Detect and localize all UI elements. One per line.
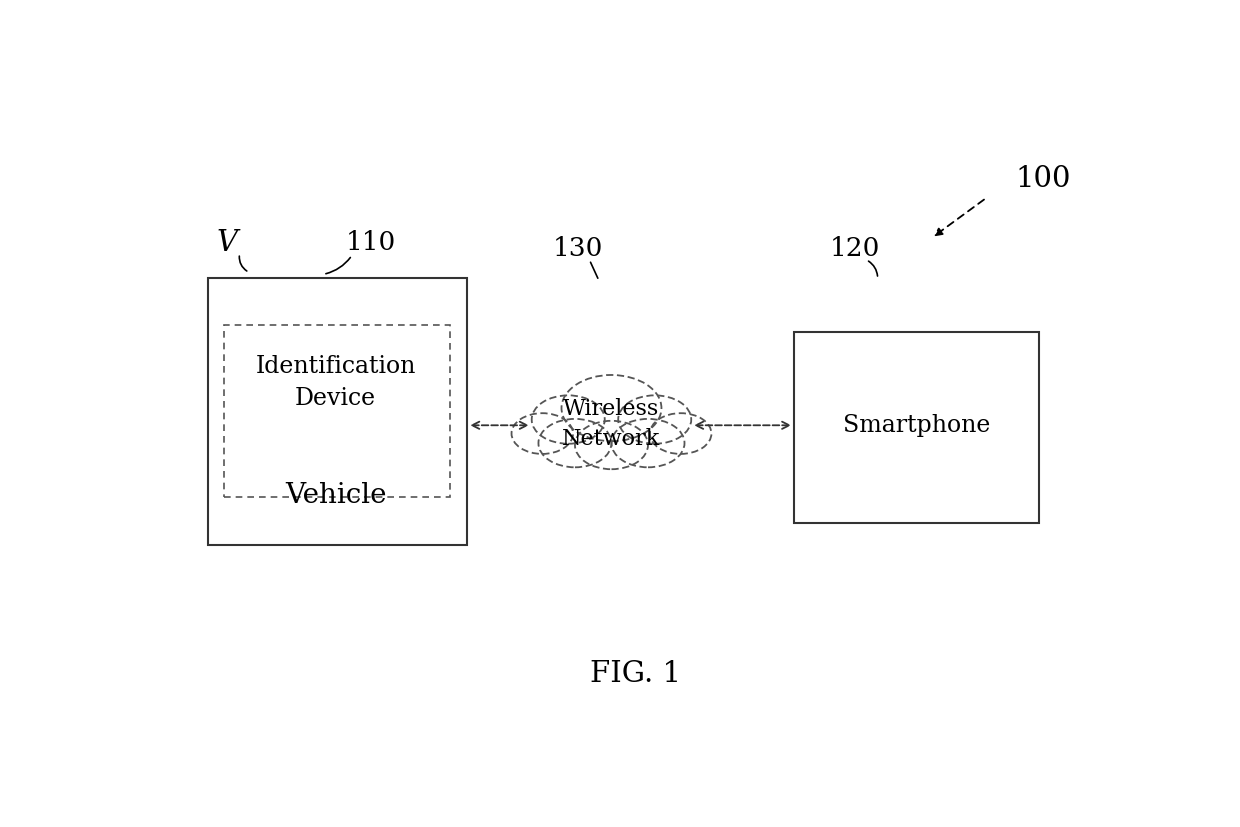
Circle shape xyxy=(650,414,712,454)
Bar xyxy=(224,325,450,497)
Bar xyxy=(208,278,467,545)
Text: 100: 100 xyxy=(1016,165,1070,193)
Text: 110: 110 xyxy=(346,230,397,255)
Circle shape xyxy=(619,395,691,444)
Circle shape xyxy=(575,421,649,469)
Circle shape xyxy=(538,419,611,467)
Text: Wireless
Network: Wireless Network xyxy=(563,398,661,450)
Text: Smartphone: Smartphone xyxy=(843,414,991,437)
Circle shape xyxy=(532,395,605,444)
Bar xyxy=(794,332,1039,523)
Text: 130: 130 xyxy=(553,237,603,261)
Text: Identification
Device: Identification Device xyxy=(255,355,415,410)
Text: Vehicle: Vehicle xyxy=(285,482,387,509)
Text: 120: 120 xyxy=(830,237,880,261)
Text: V: V xyxy=(217,228,238,256)
Circle shape xyxy=(611,419,684,467)
Circle shape xyxy=(562,375,661,441)
Circle shape xyxy=(512,414,573,454)
Text: FIG. 1: FIG. 1 xyxy=(590,660,681,687)
